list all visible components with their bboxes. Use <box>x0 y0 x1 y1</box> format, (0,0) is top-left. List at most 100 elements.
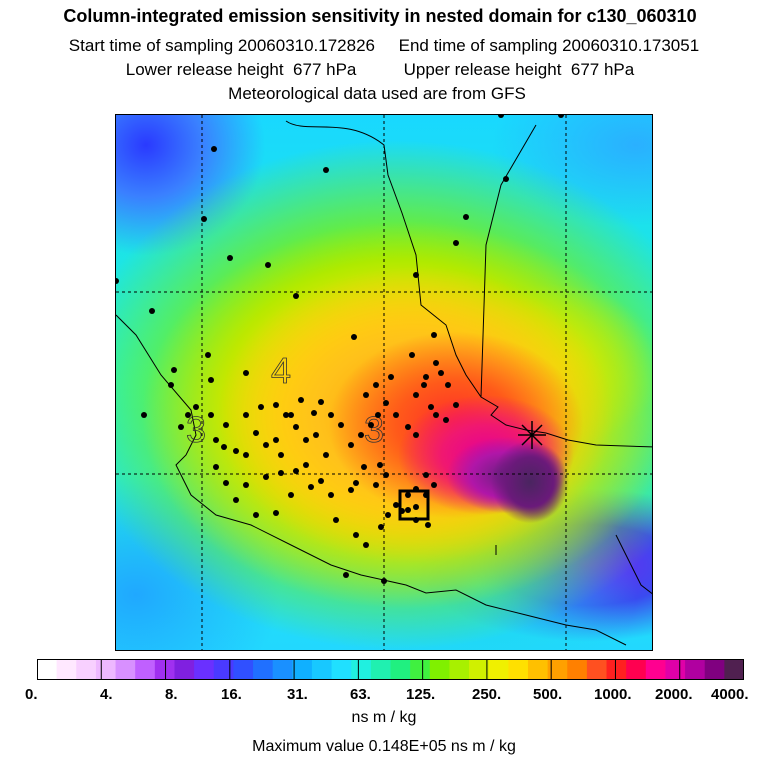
station-dot <box>328 492 334 498</box>
station-dot <box>328 412 334 418</box>
station-dot <box>211 146 217 152</box>
colorbar-cell <box>508 659 529 680</box>
colorbar-cell <box>527 659 549 680</box>
station-dot <box>343 572 349 578</box>
colorbar-cell <box>135 659 156 680</box>
colorbar-cell <box>606 659 627 680</box>
station-dot <box>258 404 264 410</box>
station-dot <box>333 517 339 523</box>
colorbar-tick-label: 16. <box>221 686 242 703</box>
colorbar-tick-label: 4000. <box>711 686 749 703</box>
colorbar-tick-label: 250. <box>472 686 502 703</box>
station-dot <box>351 334 357 340</box>
colorbar-cell <box>390 659 411 680</box>
station-dot <box>413 392 419 398</box>
station-dot <box>233 448 239 454</box>
station-dot <box>428 404 434 410</box>
station-dot <box>338 422 344 428</box>
colorbar-cell <box>567 659 588 680</box>
colorbar-cell <box>311 659 333 680</box>
station-dot <box>498 115 504 118</box>
colorbar <box>37 659 744 680</box>
colorbar-cell <box>370 659 392 680</box>
release-height-line: Lower release height 677 hPa Upper relea… <box>125 60 635 79</box>
sensitivity-map: 4 3 3 <box>115 114 653 651</box>
colorbar-cell <box>115 659 136 680</box>
station-dot <box>363 392 369 398</box>
colorbar-cell <box>292 659 313 680</box>
contour-label: 3 <box>186 409 206 450</box>
station-dot <box>311 410 317 416</box>
maximum-value: Maximum value 0.148E+05 ns m / kg <box>252 738 516 755</box>
station-dot <box>263 442 269 448</box>
station-dot <box>303 437 309 443</box>
station-dot <box>178 424 184 430</box>
station-dot <box>453 402 459 408</box>
station-dot <box>265 262 271 268</box>
met-data-line: Meteorological data used are from GFS <box>228 84 526 103</box>
station-dot <box>168 382 174 388</box>
station-dot <box>383 400 389 406</box>
station-dot <box>433 412 439 418</box>
colorbar-cell <box>56 659 77 680</box>
station-dot <box>171 367 177 373</box>
colorbar-cell <box>351 659 372 680</box>
station-dot <box>205 352 211 358</box>
station-dot <box>213 437 219 443</box>
colorbar-cell <box>174 659 195 680</box>
station-dot <box>243 370 249 376</box>
colorbar-cell <box>95 659 117 680</box>
colorbar-tick-label: 2000. <box>655 686 693 703</box>
station-dot <box>445 382 451 388</box>
colorbar-cell <box>76 659 97 680</box>
station-dot <box>308 484 314 490</box>
station-dot <box>213 464 219 470</box>
station-dot <box>353 532 359 538</box>
station-dot <box>413 517 419 523</box>
colorbar-tick-label: 500. <box>533 686 563 703</box>
station-dot <box>377 462 383 468</box>
gridlines <box>116 115 652 650</box>
colorbar-tick-label: 63. <box>350 686 371 703</box>
station-dot <box>253 430 259 436</box>
station-dot <box>423 374 429 380</box>
station-dot <box>348 442 354 448</box>
colorbar-cell <box>154 659 176 680</box>
colorbar-cell <box>213 659 234 680</box>
station-dot <box>405 492 411 498</box>
station-dot <box>348 487 354 493</box>
station-dot <box>375 412 381 418</box>
station-dot <box>201 216 207 222</box>
station-dot <box>453 240 459 246</box>
station-dot <box>208 412 214 418</box>
station-dot <box>273 402 279 408</box>
station-dot <box>318 399 324 405</box>
station-dot <box>413 486 419 492</box>
colorbar-tick-label: 4. <box>100 686 113 703</box>
station-dot <box>298 397 304 403</box>
colorbar-tick-label: 8. <box>165 686 178 703</box>
station-dot <box>185 412 191 418</box>
station-dot <box>421 382 427 388</box>
station-dot <box>353 480 359 486</box>
station-dot <box>431 332 437 338</box>
colorbar-cell <box>665 659 686 680</box>
station-dot <box>381 578 387 584</box>
station-dot <box>323 167 329 173</box>
colorbar-cell <box>410 659 431 680</box>
contour-label: 3 <box>364 409 384 450</box>
colorbar-cell <box>724 659 744 680</box>
station-dot <box>363 542 369 548</box>
station-dot <box>273 510 279 516</box>
station-dot <box>443 417 449 423</box>
map-overlay: 4 3 3 <box>116 115 652 650</box>
station-dot <box>463 214 469 220</box>
station-dot <box>393 412 399 418</box>
station-dot <box>288 412 294 418</box>
station-dot <box>425 522 431 528</box>
colorbar-cell <box>626 659 647 680</box>
station-dot <box>399 508 405 514</box>
station-dot <box>149 308 155 314</box>
station-dot <box>358 432 364 438</box>
release-point-marker <box>518 421 546 449</box>
